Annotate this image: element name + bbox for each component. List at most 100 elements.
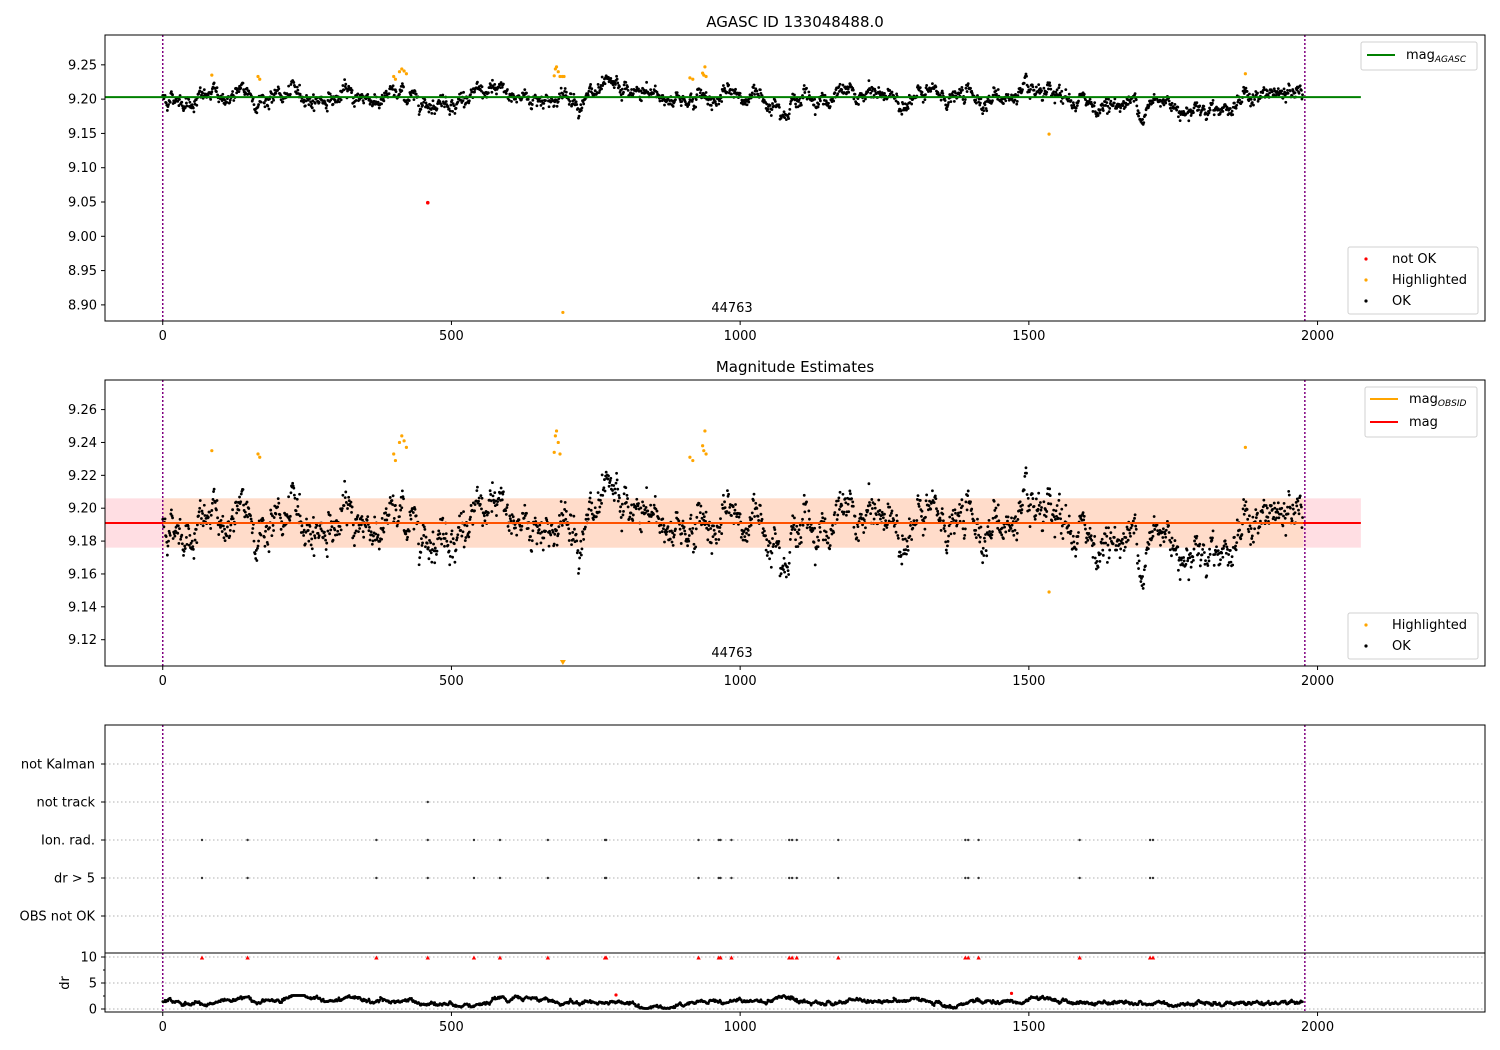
ok-point [965,508,969,512]
ok-point [654,507,658,511]
ok-point [917,502,920,506]
ok-point [925,493,929,497]
ok-point [1137,559,1141,563]
ok-point [895,92,899,96]
ok-point [1242,498,1246,501]
ok-point [1283,509,1287,513]
ok-point [239,500,243,504]
ok-point [1111,542,1115,546]
ok-point [1213,553,1217,556]
ok-point [631,92,635,96]
ok-point [293,496,297,500]
ok-point [428,539,431,542]
ok-point [1178,119,1182,123]
ok-point [254,557,258,560]
ok-point [435,553,438,556]
ok-point [985,109,989,113]
ok-point [1184,562,1188,566]
ok-point [223,527,226,531]
ok-point [675,511,679,514]
ok-point [269,508,273,512]
ok-point [1163,532,1167,536]
ok-point [796,545,800,548]
ok-point [435,107,439,111]
ok-point [417,563,421,567]
highlighted-point [558,74,562,79]
ok-point [1071,101,1075,104]
ok-point [1156,529,1160,533]
ok-point [677,519,681,523]
ok-point [1134,527,1138,531]
ok-point [819,99,822,103]
ok-point [1280,506,1284,510]
ok-point [852,97,856,101]
ok-point [579,109,583,112]
panel2-obsid-label: 44763 [711,646,752,661]
ok-point [947,101,950,104]
ok-point [982,109,986,113]
ok-point [715,104,718,107]
ok-point [517,518,521,522]
ok-point [1070,104,1073,107]
ok-point [424,101,428,105]
ok-point [836,499,840,503]
ok-point [1198,113,1202,117]
ok-point [577,571,580,575]
ok-point [438,100,442,103]
ok-point [908,534,912,538]
ok-point [687,539,691,543]
ok-point [621,513,625,517]
ok-point [1048,81,1052,85]
ok-point [489,499,493,503]
ok-point [823,93,827,97]
ok-point [380,102,383,106]
ok-point [990,533,994,537]
ok-point [683,532,687,536]
ok-point [259,100,263,104]
ok-point [1193,539,1196,543]
ok-point [931,82,934,86]
ok-point [1173,102,1177,106]
ok-point [361,99,365,103]
highlighted-point [393,458,398,463]
ok-point [219,518,223,522]
ok-point [313,534,316,538]
ok-point [1013,98,1017,102]
ok-point [473,509,476,513]
ok-point [414,514,418,518]
ok-point [983,539,987,543]
ok-point [333,98,337,102]
ok-point [982,536,986,540]
ok-point [544,529,547,533]
highlighted-point [556,70,560,74]
ok-point [476,80,479,84]
ok-point [906,545,909,548]
ok-point [1121,104,1125,107]
ok-point [183,544,187,548]
ok-point [825,534,829,538]
ok-point [1031,85,1035,89]
ok-point [563,87,567,90]
ok-point [250,531,254,535]
panel1-frame [104,34,1486,322]
ok-point [712,524,715,528]
ok-point [377,106,381,110]
ok-point [194,527,198,531]
ok-point [362,535,366,539]
ok-point [1104,97,1108,101]
ok-point [1136,561,1139,565]
ok-point [432,542,435,546]
ok-point [577,567,581,571]
ok-point [781,564,785,568]
highlighted-point [1243,445,1247,449]
ok-point [835,518,839,521]
ok-point [588,85,592,89]
ok-point [1074,109,1078,113]
ok-point [1067,92,1071,96]
panel4-data [105,953,1485,1012]
ok-point [179,537,183,541]
ok-point [1090,539,1094,542]
ok-point [461,99,465,103]
ok-point [597,91,601,94]
